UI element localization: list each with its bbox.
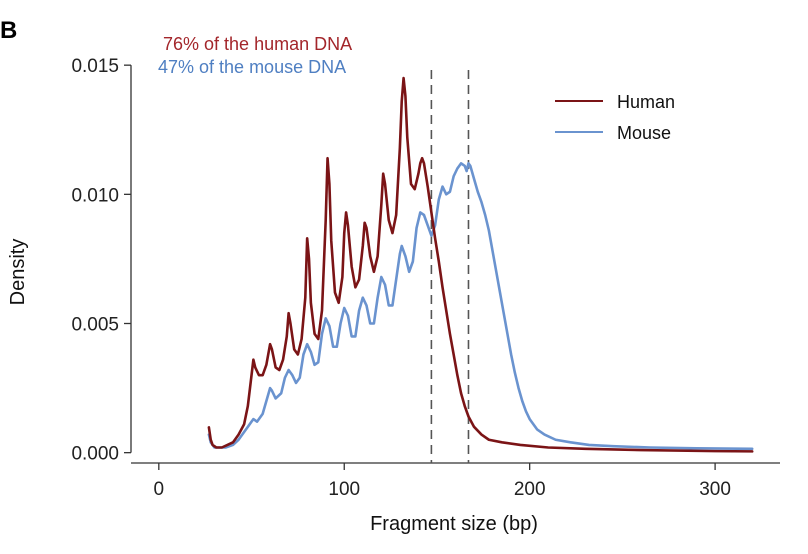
y-tick-label: 0.005 — [71, 315, 119, 336]
reference-lines — [430, 70, 470, 463]
annotation-mouse-dna: 47% of the mouse DNA — [158, 57, 346, 77]
annotation-human-dna: 76% of the human DNA — [163, 34, 352, 54]
x-tick-label: 300 — [699, 479, 731, 500]
series-line-human — [207, 76, 754, 453]
y-axis-title: Density — [7, 239, 29, 306]
y-tick-label: 0.015 — [71, 56, 119, 77]
legend-label-human: Human — [617, 92, 675, 112]
legend: Human Mouse — [555, 92, 675, 143]
series-lines — [207, 76, 754, 453]
x-axis-title: Fragment size (bp) — [370, 513, 538, 535]
y-tick-label: 0.000 — [71, 444, 119, 465]
x-tick-label: 0 — [154, 479, 165, 500]
x-tick-label: 100 — [328, 479, 360, 500]
x-ticks: 0 100 200 300 — [154, 463, 731, 500]
annotations: 76% of the human DNA 47% of the mouse DN… — [158, 34, 352, 77]
legend-label-mouse: Mouse — [617, 123, 671, 143]
series-line-mouse — [207, 162, 754, 451]
panel-label: B — [0, 17, 17, 44]
y-tick-label: 0.010 — [71, 185, 119, 206]
y-ticks: 0.000 0.005 0.010 0.015 — [71, 56, 131, 465]
axes: 0.000 0.005 0.010 0.015 0 100 200 300 — [71, 56, 780, 500]
x-tick-label: 200 — [514, 479, 546, 500]
